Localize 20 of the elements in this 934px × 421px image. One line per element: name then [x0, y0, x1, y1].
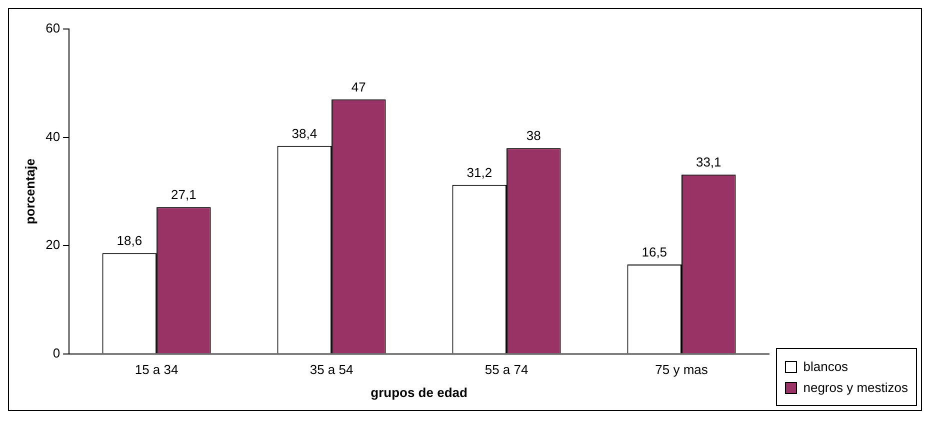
data-label: 27,1 — [171, 187, 196, 202]
data-label: 18,6 — [116, 233, 142, 248]
data-label: 31,2 — [466, 164, 492, 180]
x-tick-label: 55 a 74 — [484, 362, 528, 378]
data-label: 16,5 — [642, 244, 668, 260]
x-axis-title: grupos de edad — [370, 384, 468, 400]
data-label: 38,4 — [292, 126, 318, 142]
y-tick-label: 60 — [46, 20, 60, 36]
y-tick-label: 20 — [46, 237, 60, 252]
data-label: 47 — [351, 79, 366, 94]
x-tick-label: 75 y mas — [655, 362, 708, 378]
y-tick-label: 0 — [52, 345, 60, 360]
x-tick-label: 15 a 34 — [134, 362, 178, 378]
legend-label: negros y mestizos — [803, 380, 908, 395]
data-label: 33,1 — [696, 154, 722, 170]
data-label: 38 — [526, 128, 541, 144]
x-tick-label: 35 a 54 — [310, 362, 354, 378]
legend-label: blancos — [803, 359, 848, 374]
y-tick-label: 40 — [46, 128, 60, 144]
y-axis-title: porcentaje — [22, 158, 38, 224]
